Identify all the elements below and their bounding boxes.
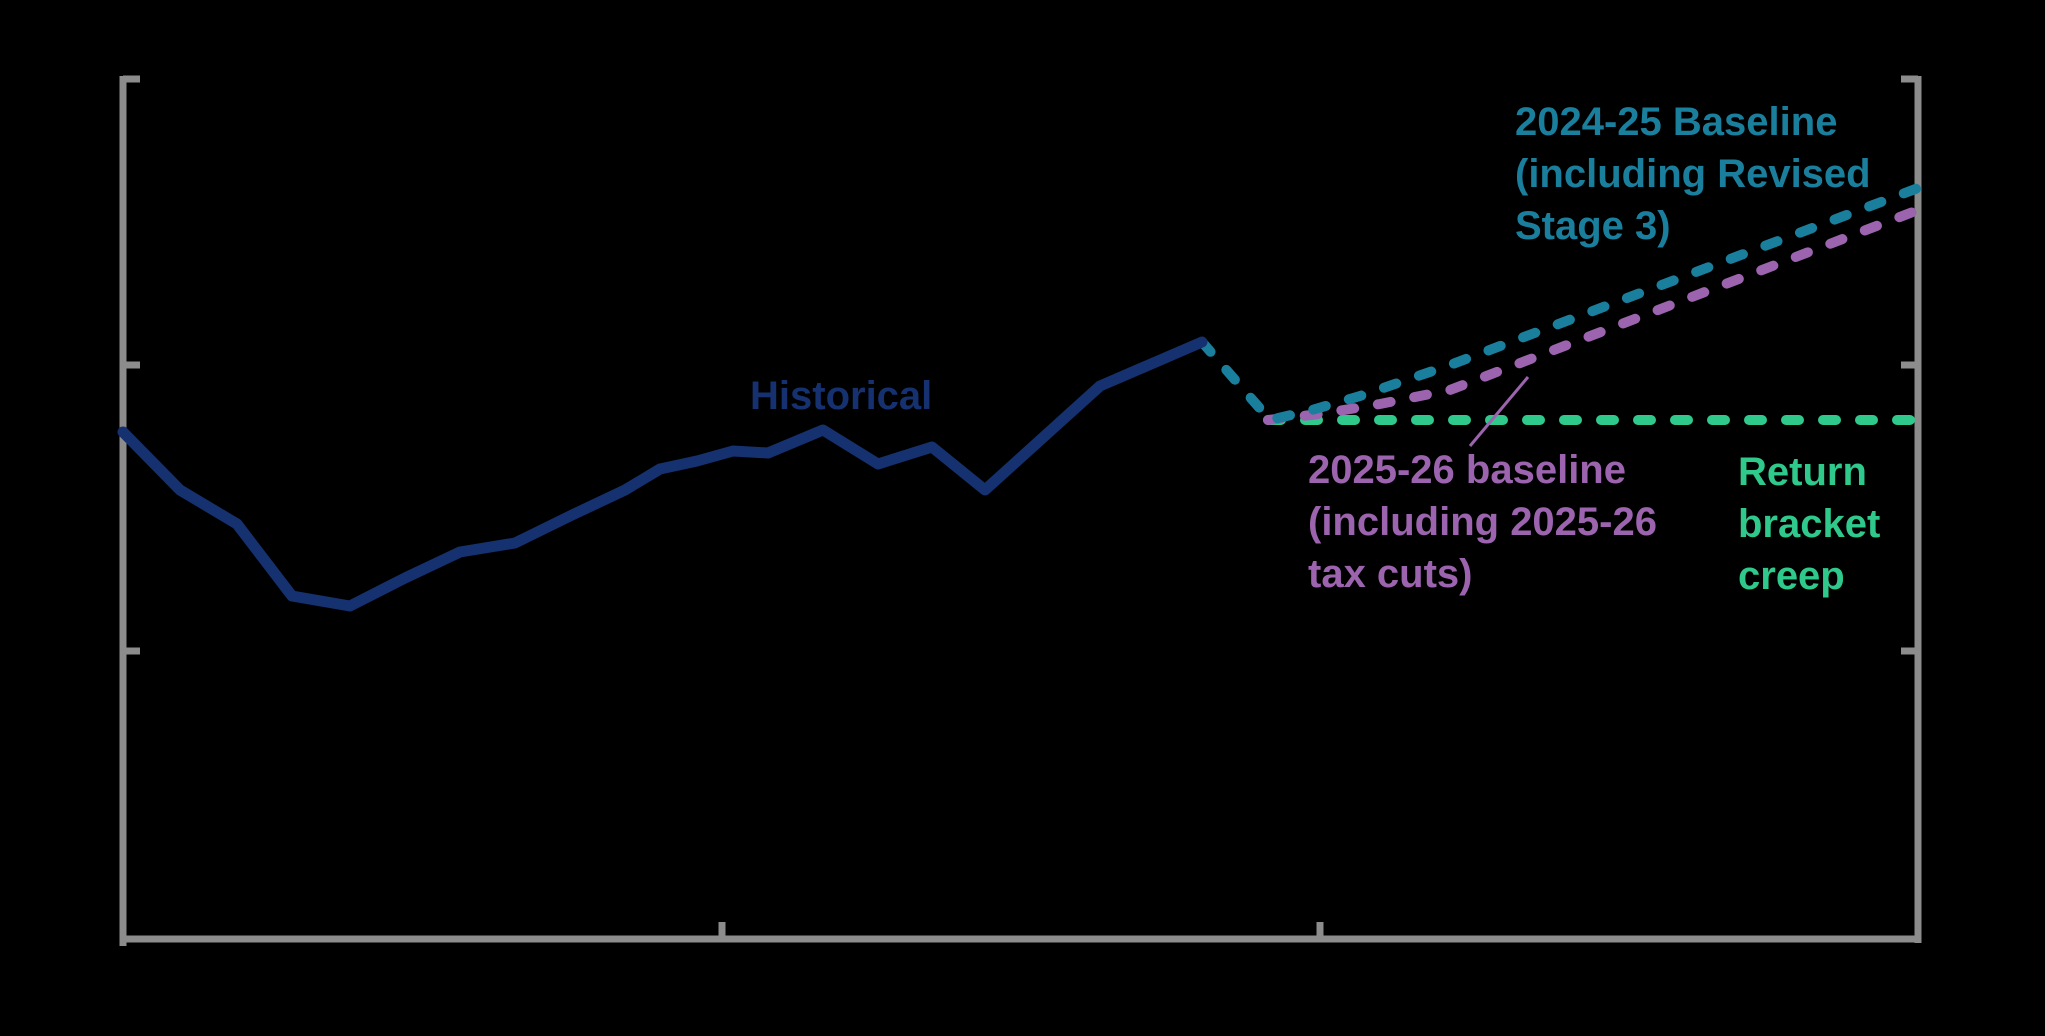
label-line: 2024-25 Baseline [1515,100,1838,144]
label-line: tax cuts) [1308,552,1473,596]
baseline-2024-25-label: 2024-25 Baseline (including Revised Stag… [1515,96,1871,252]
baseline-2025-26-label: 2025-26 baseline (including 2025-26 tax … [1308,444,1657,600]
label-line: bracket [1738,502,1881,546]
label-line: Stage 3) [1515,204,1671,248]
series-baseline_2024_25 [1197,183,1923,425]
label-line: Return [1738,450,1867,494]
label-pointer-line [1468,376,1530,447]
series-historical [117,336,1208,612]
label-line: (including 2025-26 [1308,500,1657,544]
bracket-creep-label: Return bracket creep [1738,446,1880,602]
label-line: 2025-26 baseline [1308,448,1626,492]
label-line: (including Revised [1515,152,1871,196]
label-line: creep [1738,554,1845,598]
series-baseline_2025_26 [1263,205,1923,425]
historical-label: Historical [750,370,932,422]
historical-label-text: Historical [750,374,933,418]
